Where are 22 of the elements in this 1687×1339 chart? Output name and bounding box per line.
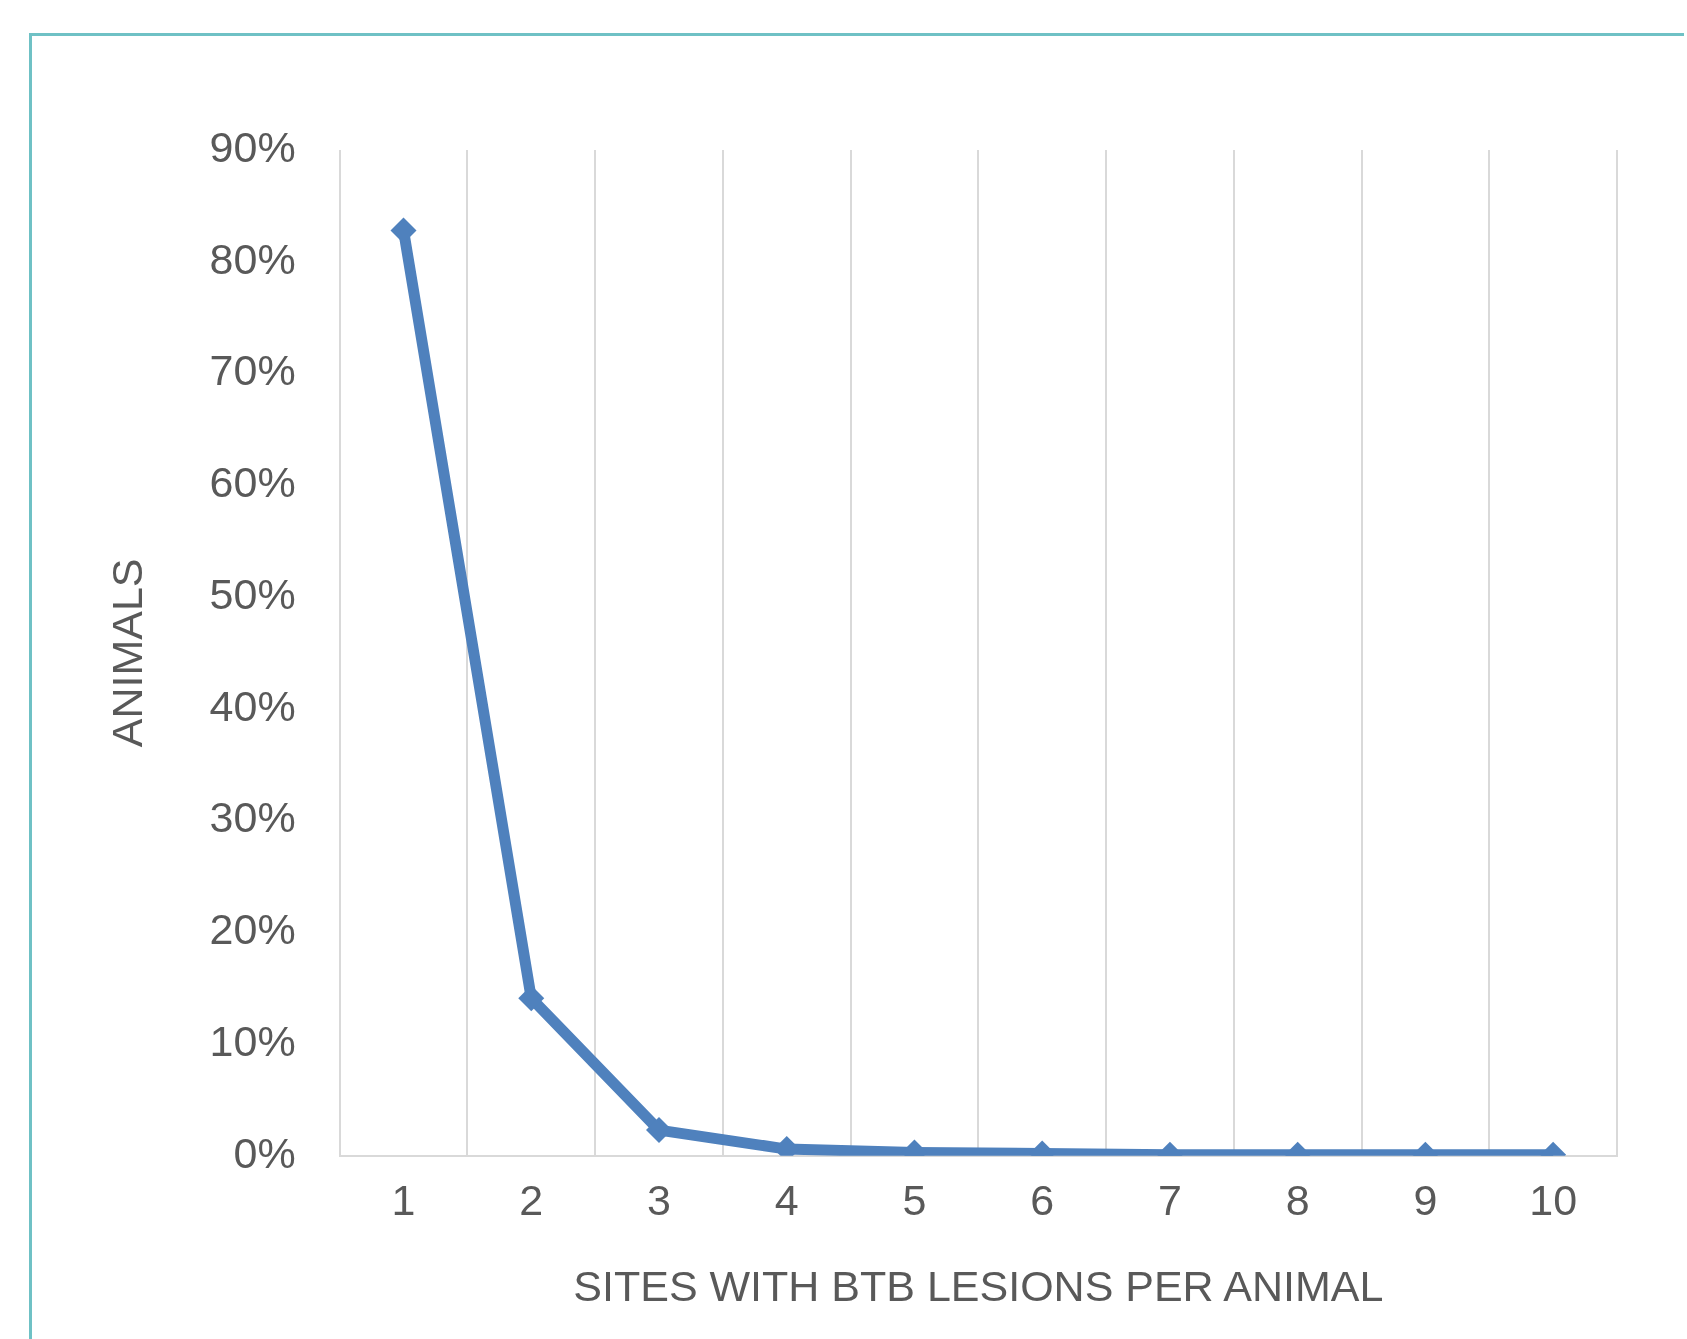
y-tick-label: 60% bbox=[209, 458, 296, 507]
y-tick-label: 80% bbox=[209, 234, 296, 283]
y-tick-label: 0% bbox=[233, 1128, 296, 1177]
y-tick-label: 50% bbox=[209, 569, 296, 618]
x-tick-label: 8 bbox=[1285, 1176, 1310, 1225]
x-tick-label: 4 bbox=[774, 1176, 799, 1225]
y-tick-label: 20% bbox=[209, 905, 296, 954]
x-axis-title: SITES WITH BTB LESIONS PER ANIMAL bbox=[573, 1262, 1384, 1311]
x-tick-label: 6 bbox=[1030, 1176, 1055, 1225]
x-tick-label: 1 bbox=[391, 1176, 416, 1225]
y-tick-label: 10% bbox=[209, 1016, 296, 1065]
x-tick-label: 2 bbox=[519, 1176, 544, 1225]
x-tick-label: 5 bbox=[902, 1176, 927, 1225]
x-tick-label: 10 bbox=[1529, 1176, 1578, 1225]
y-tick-label: 70% bbox=[209, 346, 296, 395]
y-axis-title: ANIMALS bbox=[102, 558, 151, 748]
y-tick-label: 30% bbox=[209, 793, 296, 842]
x-tick-label: 3 bbox=[647, 1176, 671, 1225]
x-tick-label: 7 bbox=[1157, 1176, 1182, 1225]
y-tick-label: 90% bbox=[209, 122, 296, 171]
x-tick-label: 9 bbox=[1413, 1176, 1438, 1225]
y-tick-label: 40% bbox=[209, 681, 296, 730]
